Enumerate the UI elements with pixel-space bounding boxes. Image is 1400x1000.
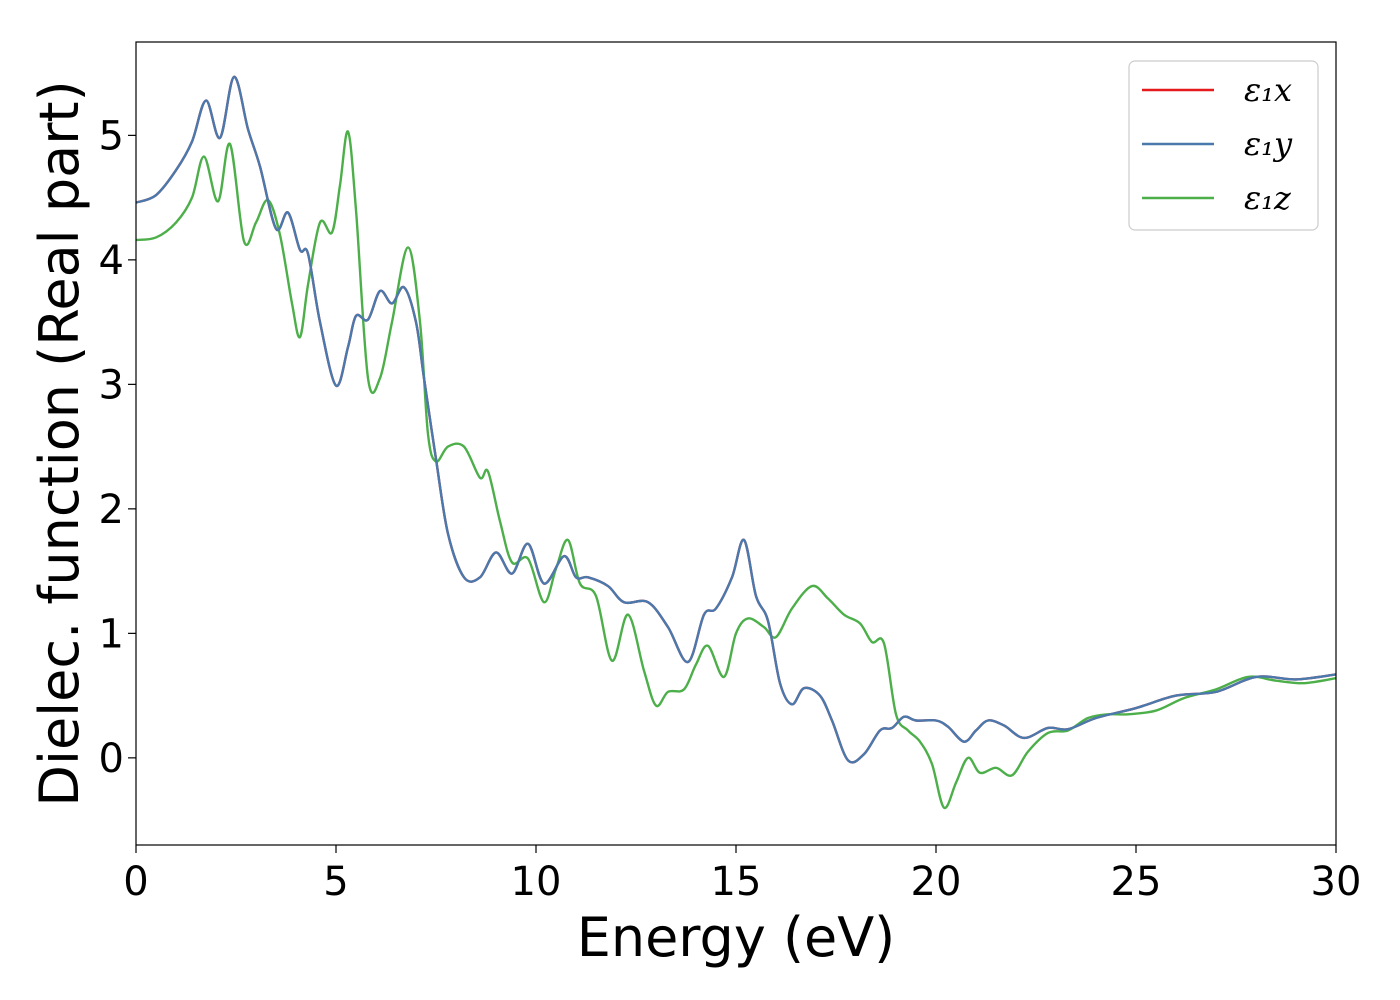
- y-axis-label: Dielec. function (Real part): [28, 80, 91, 806]
- x-tick-label: 15: [711, 859, 762, 905]
- x-tick-label: 5: [323, 859, 348, 905]
- legend-label: ε₁x: [1244, 71, 1292, 109]
- y-tick-label: 2: [99, 487, 124, 533]
- y-tick-label: 4: [99, 238, 124, 284]
- x-axis-ticks: 0 5 10 15 20 25 30: [123, 845, 1361, 905]
- legend-label: ε₁z: [1244, 179, 1292, 217]
- x-tick-label: 10: [511, 859, 562, 905]
- series-line-e1y: [136, 75, 1336, 764]
- legend: ε₁x ε₁y ε₁z: [1128, 60, 1319, 231]
- x-tick-label: 20: [911, 859, 962, 905]
- y-tick-label: 0: [99, 736, 124, 782]
- y-tick-label: 1: [99, 611, 124, 657]
- y-tick-label: 5: [99, 113, 124, 159]
- series-layer: [136, 75, 1336, 810]
- x-tick-label: 0: [123, 859, 148, 905]
- legend-label: ε₁y: [1244, 125, 1293, 163]
- y-tick-label: 3: [99, 362, 124, 408]
- x-tick-label: 25: [1111, 859, 1162, 905]
- x-tick-label: 30: [1311, 859, 1362, 905]
- y-axis-ticks: 0 1 2 3 4 5: [99, 113, 136, 782]
- series-line-e1z: [136, 130, 1336, 810]
- x-axis-label: Energy (eV): [577, 906, 896, 969]
- legend-box: [1128, 60, 1319, 231]
